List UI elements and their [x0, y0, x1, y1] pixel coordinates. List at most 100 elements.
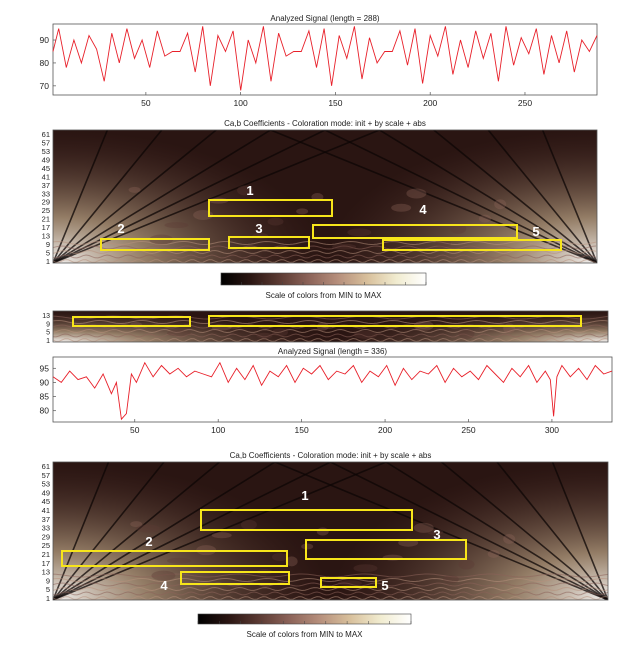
y-tick-label: 17 [42, 223, 50, 232]
signal-axes [52, 356, 613, 423]
fine-scale-texture [53, 249, 597, 255]
coefficient-field [53, 130, 597, 263]
coefficient-blob [487, 549, 500, 558]
signal-plot-1: 50 100 150 200 250 70 80 90 Analyzed Signal (len… [40, 14, 598, 108]
annotation-label: 2 [117, 221, 124, 236]
coefficient-blob [166, 557, 191, 564]
coefficient-blob [271, 553, 288, 562]
fine-scale-texture [53, 324, 608, 329]
coefficient-blob [503, 534, 516, 545]
colorbar: Scale of colors from MIN to MAX [220, 272, 427, 300]
fine-scale-texture [53, 245, 597, 250]
ridge-left [53, 130, 272, 263]
ridge-left [53, 462, 165, 600]
coefficient-blob [211, 532, 232, 539]
x-tick-label: 100 [211, 425, 225, 435]
coefficient-map-2: 15 913 [42, 310, 609, 345]
coefficient-blob [503, 323, 516, 334]
y-tick-label: 29 [42, 198, 50, 207]
coefficient-blob [353, 564, 378, 573]
y-tick-label: 5 [46, 249, 50, 258]
annotation-box [72, 316, 191, 327]
ridge-left [53, 130, 217, 263]
x-tick-label: 150 [295, 425, 309, 435]
annotation-box [208, 315, 582, 327]
coefficient-blob [296, 208, 309, 215]
ridge-left [53, 462, 110, 600]
map-axes [52, 129, 598, 264]
x-tick-label: 50 [141, 98, 151, 108]
coefficient-blob [427, 529, 444, 536]
coefficient-blob [240, 519, 257, 530]
y-tick-label: 41 [42, 506, 50, 515]
annotation-label: 5 [532, 224, 539, 239]
coefficient-blob [442, 575, 459, 584]
y-tick-label: 90 [40, 377, 50, 387]
ridge-right [541, 130, 597, 263]
coefficient-blob [458, 329, 475, 340]
y-tick-label: 61 [42, 462, 50, 471]
y-tick-label: 5 [46, 585, 50, 594]
coefficient-blob [478, 214, 491, 223]
fine-scale-texture [53, 586, 608, 592]
fine-scale-texture [53, 337, 608, 342]
y-tick-label: 21 [42, 550, 50, 559]
fine-scale-texture [53, 328, 608, 334]
coefficient-blob [164, 222, 189, 229]
y-tick-label: 57 [42, 471, 50, 480]
annotation-box [305, 539, 467, 560]
annotation-box [208, 199, 333, 217]
y-tick-label: 17 [42, 559, 50, 568]
fine-scale-texture [53, 315, 608, 320]
y-tick-label: 13 [42, 232, 50, 241]
x-tick-label: 100 [234, 98, 248, 108]
ridge-right [330, 462, 608, 600]
y-tick-label: 80 [40, 58, 50, 68]
y-tick-label: 21 [42, 215, 50, 224]
coefficient-blob [301, 543, 314, 550]
y-tick-label: 49 [42, 155, 50, 164]
fine-scale-texture [53, 254, 597, 259]
coefficient-blob [347, 228, 372, 237]
coefficient-blob [413, 522, 434, 533]
ridge-right [433, 130, 597, 263]
fine-scale-texture [53, 240, 597, 246]
y-tick-label: 70 [40, 81, 50, 91]
signal-plot-2: 50 100 150 200 250 300 80 85 90 95 Analyzed Signal… [40, 347, 613, 435]
x-tick-label: 250 [461, 425, 475, 435]
y-tick-label: 61 [42, 130, 50, 139]
y-tick-label: 37 [42, 515, 50, 524]
y-tick-label: 13 [42, 313, 50, 320]
ridge-left [53, 462, 331, 600]
y-tick-label: 33 [42, 189, 50, 198]
y-tick-label: 25 [42, 541, 50, 550]
ridge-right [274, 462, 608, 600]
y-tick-label: 57 [42, 138, 50, 147]
colorbar: Scale of colors from MIN to MAX [197, 613, 412, 639]
annotation-box [61, 550, 288, 567]
annotation-label: 4 [160, 578, 168, 593]
coefficient-blob [450, 223, 467, 234]
coefficient-blob [130, 321, 143, 328]
annotation-box [100, 238, 210, 251]
signal-line [52, 26, 598, 91]
y-tick-label: 80 [40, 406, 50, 416]
y-tick-label: 9 [46, 321, 50, 328]
coefficient-blob [285, 556, 298, 567]
x-tick-label: 300 [545, 425, 559, 435]
x-tick-label: 150 [328, 98, 342, 108]
fine-scale-texture [53, 319, 608, 325]
fine-scale-texture [53, 258, 597, 263]
x-tick-label: 200 [378, 425, 392, 435]
coefficient-blob [135, 524, 160, 533]
annotation-label: 1 [246, 183, 253, 198]
annotation-box [200, 509, 413, 531]
y-tick-label: 95 [40, 363, 50, 373]
y-tick-label: 1 [46, 594, 50, 603]
x-tick-label: 200 [423, 98, 437, 108]
coefficient-blob [458, 559, 475, 570]
x-tick-label: 50 [130, 425, 140, 435]
